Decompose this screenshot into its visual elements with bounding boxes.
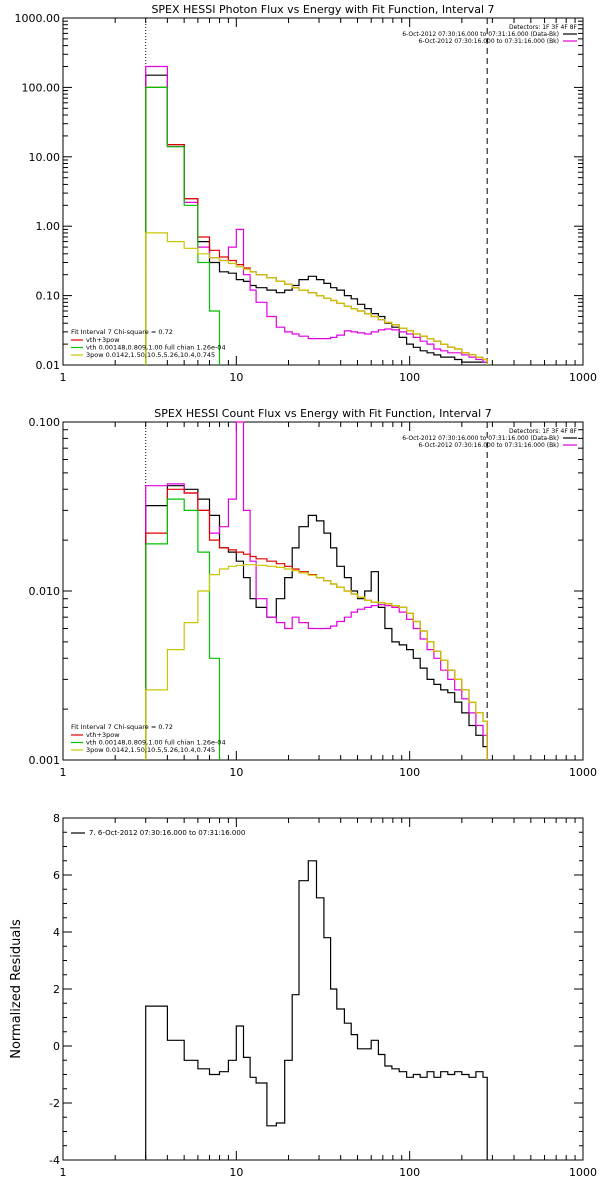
y-tick-label: 0.01: [36, 359, 61, 372]
legend-fit-item: 3pow 0.0142,1.50,10.5,5.26,10.4,0.745: [86, 746, 215, 754]
legend-fit-item: vth 0.00148,0.809,1.00 full chian 1.26e-…: [86, 344, 226, 352]
legend-top-left-text: 7. 6-Oct-2012 07:30:16.000 to 07:31:16.0…: [89, 829, 245, 837]
legend-fit-item: vth+3pow: [86, 336, 120, 344]
legend-top-right-text: Detectors: 1F 3F 4F 8F: [509, 24, 578, 31]
legend-top-right-text: 6-Oct-2012 07:30:16.000 to 07:31:16.000 …: [402, 31, 559, 38]
legend-top-right-text: Detectors: 1F 3F 4F 8F: [509, 428, 578, 435]
legend-fit-header: Fit Interval 7 Chi-square = 0.72: [71, 723, 173, 731]
plot-frame: [62, 421, 584, 761]
chart-title: SPEX HESSI Count Flux vs Energy with Fit…: [154, 407, 491, 420]
y-tick-label: 2: [53, 983, 60, 996]
y-tick-label: 0.010: [29, 585, 61, 598]
legend-fit-header: Fit Interval 7 Chi-square = 0.72: [71, 328, 173, 336]
y-tick-label: 0.10: [36, 290, 61, 303]
x-tick-label: 1000: [569, 766, 597, 779]
y-tick-label: 6: [53, 869, 60, 882]
x-tick-label: 1: [60, 766, 67, 779]
series-line-3: [145, 488, 488, 760]
y-tick-label: 10.00: [29, 151, 61, 164]
y-tick-label: 1.00: [36, 220, 61, 233]
series-line-3: [145, 86, 488, 365]
legend-fit-item: vth 0.00148,0.809,1.00 full chian 1.26e-…: [86, 739, 226, 747]
y-tick-label: 0.100: [29, 416, 61, 429]
y-axis-label: Normalized Residuals: [9, 919, 24, 1059]
series-line-4: [145, 86, 221, 365]
x-tick-label: 10: [229, 766, 243, 779]
x-tick-label: 1000: [569, 371, 597, 384]
legend-top-right-text: 6-Oct-2012 07:30:16.000 to 07:31:16.000 …: [419, 38, 560, 45]
series-line-1: [145, 485, 488, 760]
y-tick-label: -4: [49, 1154, 60, 1167]
y-tick-label: 0.001: [29, 754, 61, 767]
series-line-1: [145, 860, 488, 1160]
x-tick-label: 100: [399, 371, 420, 384]
y-tick-label: 8: [53, 812, 60, 825]
y-tick-label: -2: [49, 1097, 60, 1110]
y-tick-label: 1000.00: [15, 12, 61, 25]
y-tick-label: 100.00: [22, 81, 61, 94]
series-line-1: [145, 74, 488, 365]
legend-top-right-text: 6-Oct-2012 07:30:16.000 to 07:31:16.000 …: [419, 442, 560, 449]
series-line-5: [145, 232, 488, 365]
y-tick-label: 0: [53, 1040, 60, 1053]
series-line-4: [145, 498, 221, 760]
series-line-2: [145, 421, 488, 760]
plot-frame: [62, 17, 584, 366]
chart-title: SPEX HESSI Photon Flux vs Energy with Fi…: [151, 3, 494, 16]
legend-fit-item: vth+3pow: [86, 731, 120, 739]
x-tick-label: 1: [60, 371, 67, 384]
chart-2: SPEX HESSI Count Flux vs Energy with Fit…: [29, 407, 598, 779]
series-line-5: [145, 564, 488, 760]
legend-fit-item: 3pow 0.0142,1.50,10.5,5.26,10.4,0.745: [86, 351, 215, 359]
chart-1: SPEX HESSI Photon Flux vs Energy with Fi…: [15, 3, 598, 384]
plot-frame: [62, 817, 584, 1161]
legend-top-right-text: 6-Oct-2012 07:30:16.000 to 07:31:16.000 …: [402, 435, 559, 442]
x-tick-label: 1000: [569, 1166, 597, 1179]
x-tick-label: 100: [399, 1166, 420, 1179]
x-tick-label: 10: [229, 371, 243, 384]
y-tick-label: 4: [53, 926, 60, 939]
x-tick-label: 10: [229, 1166, 243, 1179]
x-tick-label: 1: [60, 1166, 67, 1179]
series-line-2: [145, 65, 488, 365]
chart-3: 1 10 100 1000 -4 -2 0 2 4 6 8 Normalized Residuals 7…: [9, 812, 597, 1179]
x-tick-label: 100: [399, 766, 420, 779]
